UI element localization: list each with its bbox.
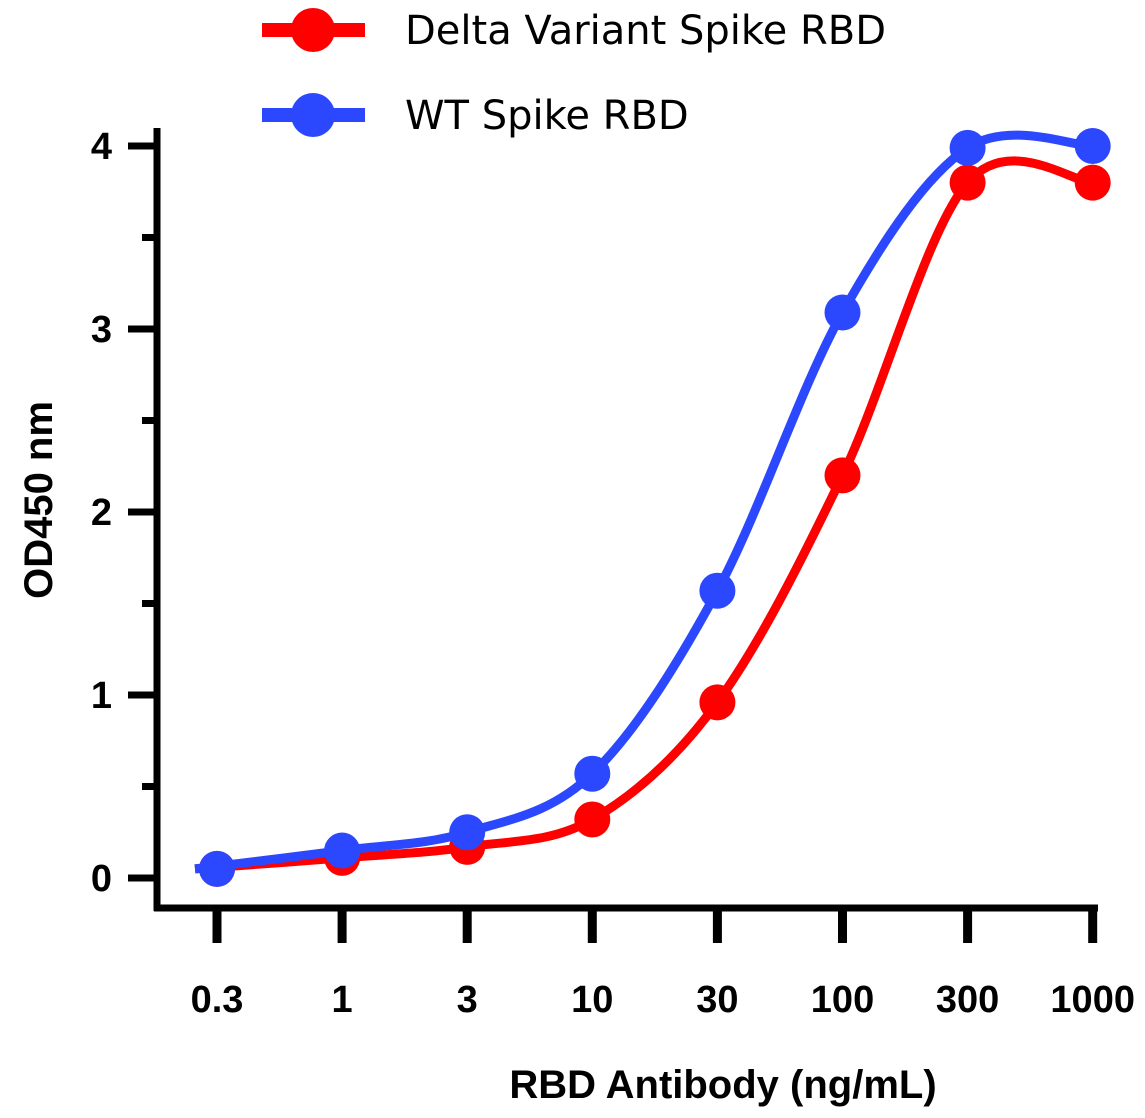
data-point [824,457,861,494]
legend-label: WT Spike RBD [405,93,689,139]
data-point [449,814,486,851]
x-tick-label: 30 [696,979,738,1021]
x-tick-label: 300 [936,979,999,1021]
legend-item: Delta Variant Spike RBD [262,8,886,54]
data-point [699,684,736,721]
data-point [949,129,986,166]
data-point [949,164,986,201]
x-axis-label: RBD Antibody (ng/mL) [509,1063,936,1107]
data-point [1074,128,1111,164]
y-tick-label: 2 [91,492,112,534]
x-tick-label: 3 [457,979,478,1021]
legend-marker [291,93,335,137]
series-delta [194,156,1111,887]
legend-item: WT Spike RBD [262,93,689,139]
data-point [824,294,861,331]
y-tick-label: 4 [91,126,112,168]
axes: 0 1 2 3 4 0.3 1 3 10 30 100 300 1000 [91,126,1135,1021]
data-point [574,755,611,792]
y-tick-label: 1 [91,675,112,717]
y-tick-label: 0 [91,858,112,900]
x-tick-label: 0.3 [191,979,244,1021]
data-point [199,850,235,887]
x-tick-label: 100 [811,979,874,1021]
legend-label: Delta Variant Spike RBD [405,8,886,54]
data-point [324,832,361,869]
series-line [194,130,1093,874]
data-point [1074,164,1111,201]
x-tick-label: 10 [571,979,613,1021]
y-tick-label: 3 [91,309,112,351]
legend-marker [291,8,335,52]
series-layer [194,128,1111,887]
series-line [194,156,1094,874]
x-tick-label: 1 [332,979,353,1021]
data-point [574,801,611,838]
data-point [699,572,736,609]
x-tick-label: 1000 [1050,979,1135,1021]
legend: Delta Variant Spike RBD WT Spike RBD [262,8,886,139]
series-wt [194,128,1111,887]
y-axis-label: OD450 nm [17,401,61,599]
